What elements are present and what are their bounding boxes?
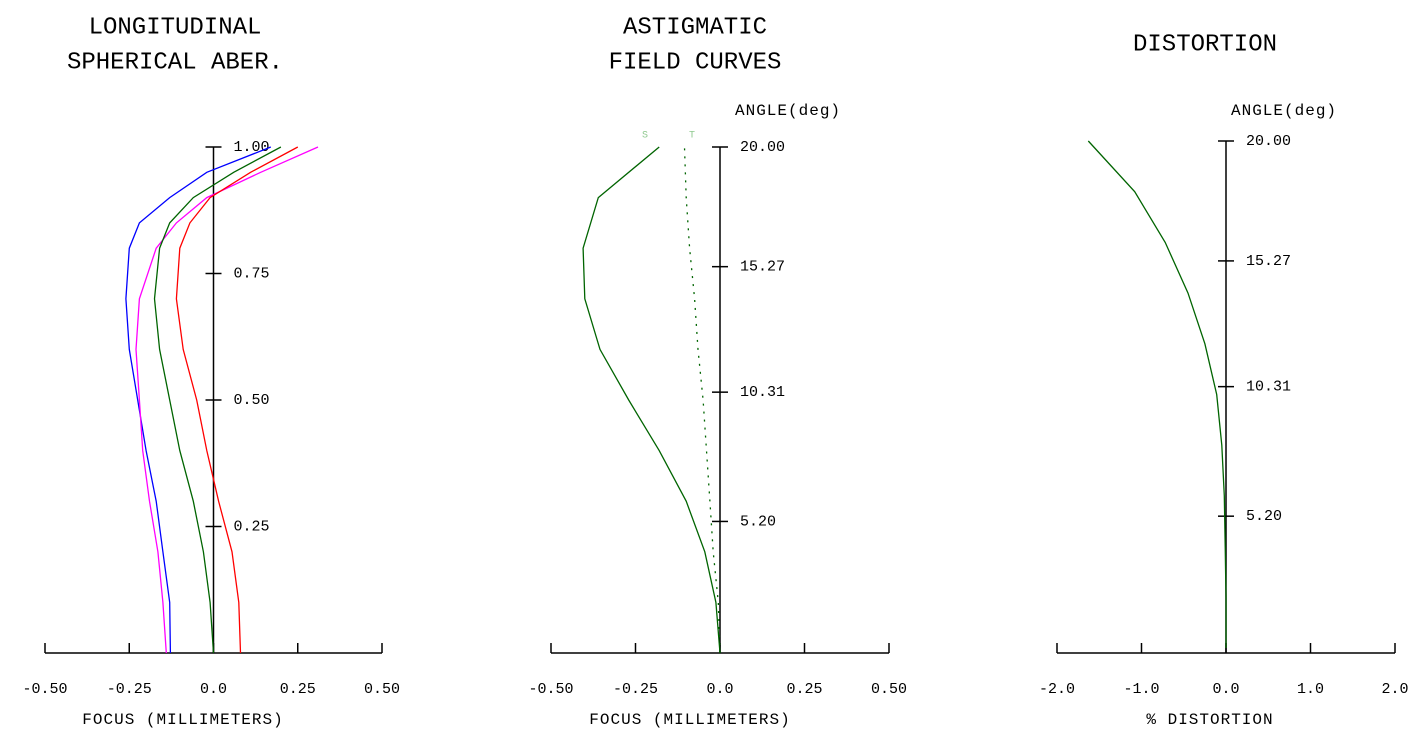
series-line xyxy=(135,146,319,654)
series-line xyxy=(125,146,272,654)
series-line xyxy=(582,146,721,654)
y-tick-label: 1.00 xyxy=(234,139,270,156)
y-tick-label: 10.31 xyxy=(740,384,785,401)
y-tick-label: 15.27 xyxy=(740,259,785,276)
x-tick-label: -0.50 xyxy=(22,681,67,698)
series-line xyxy=(175,146,299,654)
y-tick-label: 5.20 xyxy=(1246,508,1282,525)
y-tick-label: 0.75 xyxy=(234,265,270,282)
x-tick-label: 0.25 xyxy=(786,681,822,698)
chart-title: FIELD CURVES xyxy=(609,49,782,76)
x-axis-label: FOCUS (MILLIMETERS) xyxy=(82,711,283,729)
legend-label: T xyxy=(689,131,695,142)
x-tick-label: 0.50 xyxy=(364,681,400,698)
x-tick-label: 0.0 xyxy=(200,681,227,698)
x-tick-label: -0.25 xyxy=(613,681,658,698)
y-axis-label: ANGLE(deg) xyxy=(1231,102,1337,120)
x-tick-label: 1.0 xyxy=(1297,681,1324,698)
x-tick-label: 2.0 xyxy=(1381,681,1408,698)
x-tick-label: 0.25 xyxy=(280,681,316,698)
x-tick-label: -0.50 xyxy=(528,681,573,698)
x-tick-label: -1.0 xyxy=(1123,681,1159,698)
y-tick-label: 20.00 xyxy=(740,139,785,156)
y-axis-label: ANGLE(deg) xyxy=(735,102,841,120)
x-axis-label: FOCUS (MILLIMETERS) xyxy=(589,711,790,729)
y-tick-label: 5.20 xyxy=(740,513,776,530)
x-tick-label: 0.0 xyxy=(706,681,733,698)
y-tick-label: 10.31 xyxy=(1246,379,1291,396)
chart-title: LONGITUDINAL xyxy=(89,14,262,41)
series-line xyxy=(683,146,721,654)
chart-title: SPHERICAL ABER. xyxy=(67,49,283,76)
chart-title: ASTIGMATIC xyxy=(623,14,767,41)
y-tick-label: 15.27 xyxy=(1246,253,1291,270)
x-axis-label: % DISTORTION xyxy=(1146,711,1273,729)
chart-title: DISTORTION xyxy=(1133,31,1277,58)
x-tick-label: 0.50 xyxy=(871,681,907,698)
x-tick-label: -2.0 xyxy=(1039,681,1075,698)
x-tick-label: -0.25 xyxy=(107,681,152,698)
y-tick-label: 20.00 xyxy=(1246,133,1291,150)
y-tick-label: 0.25 xyxy=(234,518,270,535)
legend-label: S xyxy=(642,131,648,142)
y-tick-label: 0.50 xyxy=(234,392,270,409)
series-line xyxy=(153,146,282,654)
x-tick-label: 0.0 xyxy=(1212,681,1239,698)
series-line xyxy=(1087,140,1227,648)
